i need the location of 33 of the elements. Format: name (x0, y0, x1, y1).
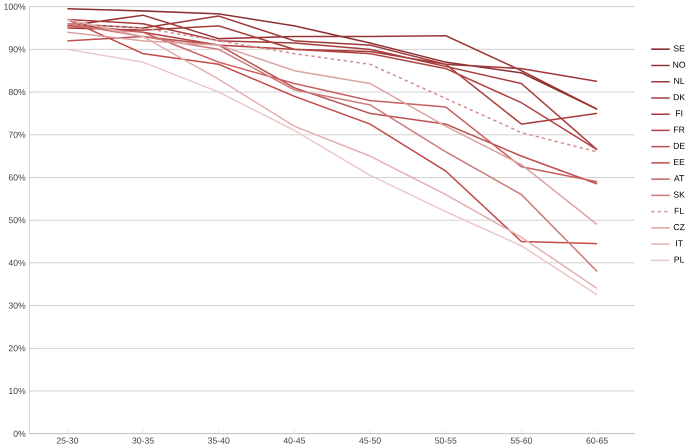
y-tick-label: 70% (8, 132, 26, 138)
legend-label: DE (674, 142, 685, 149)
legend-label: AT (674, 175, 684, 182)
legend-label: PL (674, 256, 684, 262)
y-tick-label: 20% (8, 345, 26, 352)
legend-label: SK (674, 191, 685, 198)
y-tick-label: 0% (14, 430, 26, 437)
x-tick-label: 30-35 (132, 437, 154, 444)
y-tick-label: 50% (8, 217, 26, 224)
legend-label: FI (676, 110, 682, 116)
x-tick-label: 60-65 (586, 437, 608, 444)
x-tick-label: 50-55 (435, 437, 456, 444)
y-tick-label: 30% (8, 302, 26, 309)
legend-label: NO (673, 62, 686, 68)
x-tick-label: 35-40 (208, 437, 230, 444)
legend-label: EE (674, 158, 685, 165)
y-tick-label: 90% (8, 46, 26, 52)
legend-label: CZ (674, 224, 685, 230)
y-tick-label: 60% (8, 174, 26, 180)
y-tick-label: 40% (8, 260, 26, 266)
legend-label: FL (674, 208, 684, 214)
y-tick-label: 80% (8, 88, 26, 96)
legend-label: IT (676, 240, 683, 246)
x-tick-label: 55-60 (510, 437, 532, 444)
legend-label: FR (674, 126, 684, 132)
legend-label: NL (674, 78, 684, 84)
y-tick-label: 100% (4, 3, 26, 10)
x-tick-label: 40-45 (284, 437, 306, 444)
y-tick-label: 10% (9, 388, 26, 394)
x-tick-label: 45-50 (359, 437, 381, 444)
legend-label: DK (674, 94, 686, 100)
legend-label: SE (674, 45, 685, 52)
x-tick-label: 25-30 (56, 437, 78, 444)
